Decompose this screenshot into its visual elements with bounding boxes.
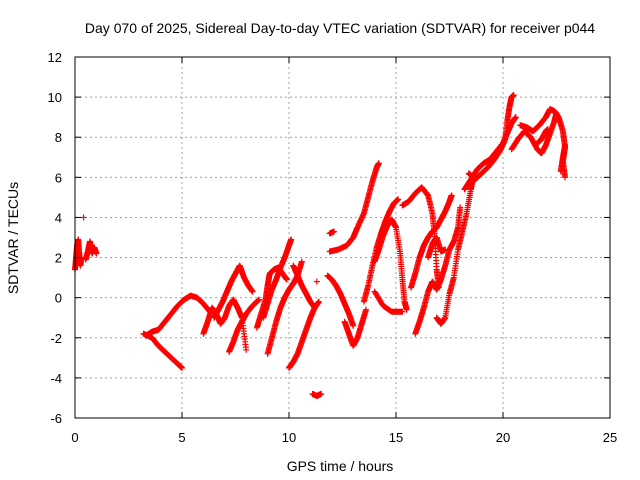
data-point bbox=[442, 246, 449, 253]
data-point bbox=[375, 160, 382, 167]
data-point bbox=[350, 322, 357, 329]
y-tick-label: 4 bbox=[55, 210, 62, 225]
x-tick-label: 20 bbox=[496, 430, 510, 445]
data-point bbox=[448, 192, 455, 199]
data-point bbox=[318, 390, 325, 397]
x-tick-label: 15 bbox=[389, 430, 403, 445]
data-point bbox=[562, 142, 569, 149]
data-point bbox=[544, 126, 551, 133]
y-tick-label: -2 bbox=[50, 331, 62, 346]
y-tick-label: -6 bbox=[50, 411, 62, 426]
y-axis-label: SDTVAR / TECUs bbox=[5, 182, 21, 294]
data-point bbox=[298, 258, 305, 265]
gridlines bbox=[75, 57, 610, 418]
data-point bbox=[399, 308, 406, 315]
chart-title: Day 070 of 2025, Sidereal Day-to-day VTE… bbox=[85, 20, 595, 36]
axis-ticks: 0 5 10 15 20 25 -6 -4 -2 0 2 4 6 8 10 12 bbox=[48, 50, 618, 445]
y-tick-label: -4 bbox=[50, 371, 62, 386]
x-tick-label: 0 bbox=[71, 430, 78, 445]
data-point bbox=[243, 346, 250, 353]
data-point bbox=[179, 364, 185, 371]
data-point bbox=[283, 276, 290, 283]
data-point bbox=[510, 92, 517, 99]
x-tick-label: 10 bbox=[282, 430, 296, 445]
data-point bbox=[256, 296, 263, 303]
data-point bbox=[457, 204, 464, 211]
data-point bbox=[249, 288, 256, 295]
data-point bbox=[311, 304, 318, 311]
data-point bbox=[403, 306, 410, 313]
y-tick-label: 10 bbox=[48, 90, 62, 105]
y-tick-label: 0 bbox=[55, 291, 62, 306]
data-point bbox=[93, 250, 100, 257]
x-tick-label: 5 bbox=[178, 430, 185, 445]
data-point bbox=[315, 298, 322, 305]
data-point bbox=[80, 214, 87, 221]
y-tick-label: 2 bbox=[55, 251, 62, 266]
data-point bbox=[288, 236, 295, 243]
data-point bbox=[465, 170, 472, 177]
data-point bbox=[330, 228, 337, 235]
data-point bbox=[562, 174, 569, 181]
data-point bbox=[395, 196, 402, 203]
data-point bbox=[313, 278, 320, 285]
y-tick-label: 8 bbox=[55, 130, 62, 145]
plot-frame bbox=[74, 56, 611, 419]
x-axis-label: GPS time / hours bbox=[287, 458, 394, 474]
y-tick-label: 12 bbox=[48, 50, 62, 65]
data-points bbox=[72, 92, 569, 399]
y-tick-label: 6 bbox=[55, 170, 62, 185]
data-point bbox=[512, 114, 519, 121]
data-point bbox=[363, 306, 370, 313]
x-tick-label: 25 bbox=[603, 430, 617, 445]
